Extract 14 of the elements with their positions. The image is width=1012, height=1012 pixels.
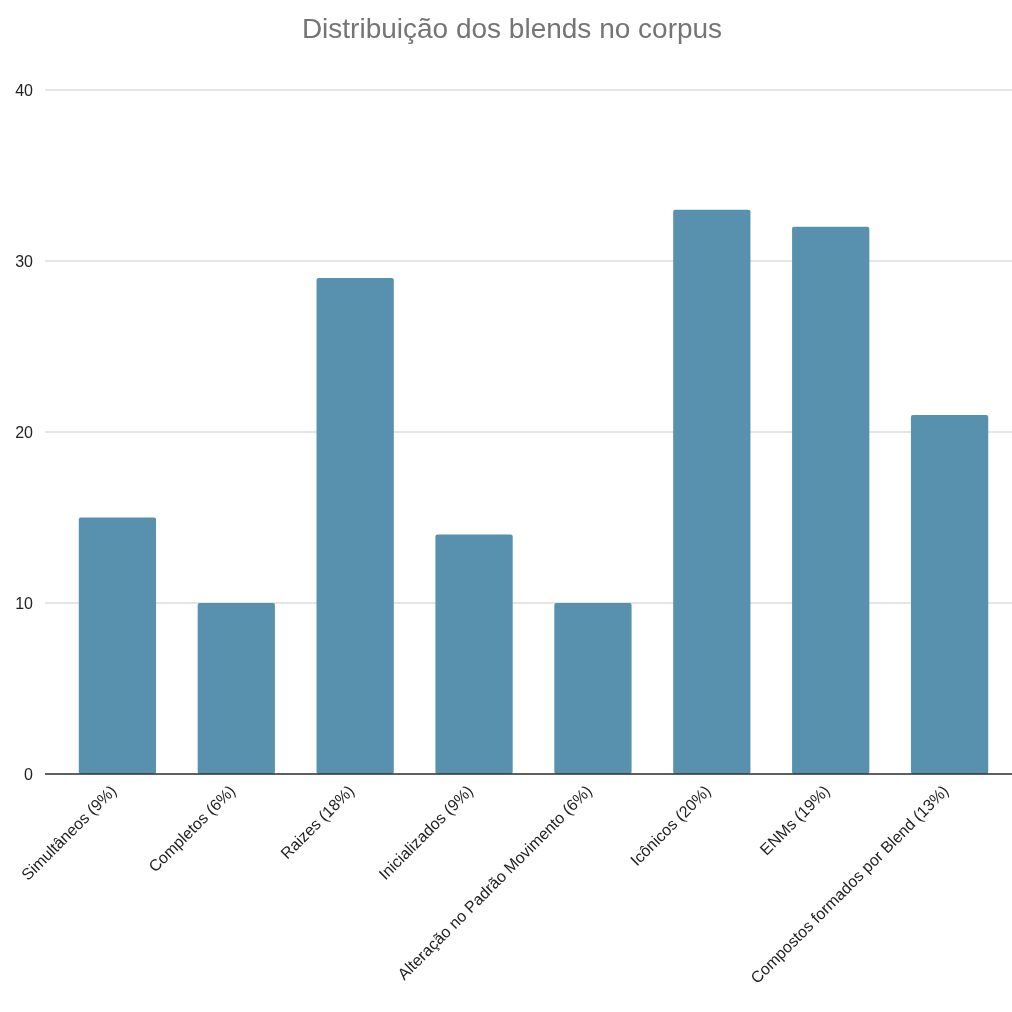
bar <box>197 603 275 774</box>
bar <box>910 414 989 774</box>
bar <box>792 226 870 774</box>
bar <box>673 209 751 774</box>
y-tick-label: 10 <box>15 594 34 612</box>
bar <box>435 534 513 774</box>
y-tick-label: 0 <box>24 765 34 783</box>
chart-title: Distribuição dos blends no corpus <box>301 13 723 44</box>
bar <box>78 517 157 774</box>
bar <box>316 278 394 774</box>
y-tick-label: 40 <box>15 81 34 99</box>
y-tick-label: 30 <box>15 252 34 270</box>
bar <box>554 603 632 774</box>
y-tick-label: 20 <box>15 423 34 441</box>
